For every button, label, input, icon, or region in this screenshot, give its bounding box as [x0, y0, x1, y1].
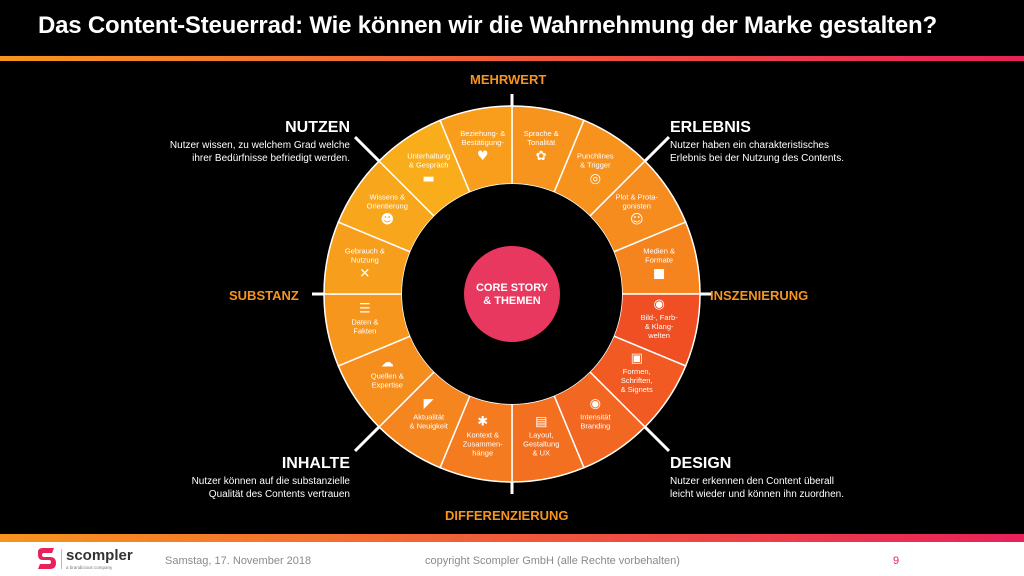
segment-label: Tonalität — [527, 138, 556, 147]
segment-label: Sprache & — [524, 129, 559, 138]
segment-label: Intensität — [580, 413, 611, 422]
corner-heading: ERLEBNIS — [670, 119, 751, 136]
segment-label: Quellen & — [371, 371, 404, 380]
segment-label: gonisten — [623, 202, 651, 211]
segment-label: welten — [647, 331, 670, 340]
corner-text-line: Nutzer haben ein charakteristisches — [670, 140, 829, 151]
cloud-icon: ☁ — [381, 355, 394, 370]
segment-label: Bestätigung- — [462, 138, 505, 147]
segment-label: Medien & — [643, 247, 675, 256]
segment-label: & Signets — [621, 385, 653, 394]
segment-label: Wissens & — [370, 193, 405, 202]
segment-label: Orientierung — [367, 202, 408, 211]
segment-label: Unterhaltung — [407, 151, 450, 160]
footer-date: Samstag, 17. November 2018 — [165, 555, 312, 567]
core-circle[interactable] — [464, 246, 560, 342]
heart-icon: ♥ — [477, 149, 489, 164]
axis-label-bottom: DIFFERENZIERUNG — [445, 508, 569, 523]
corner-text-line: Nutzer wissen, zu welchem Grad welche — [169, 140, 350, 151]
footer — [0, 542, 1024, 576]
masks-icon: ☺ — [630, 213, 644, 228]
corner-heading: INHALTE — [281, 455, 350, 472]
corner-erlebnis: ERLEBNIS Nutzer haben ein charakteristis… — [670, 119, 844, 165]
segment-label: Plot & Prota- — [615, 193, 658, 202]
top-gradient-stripe — [0, 56, 1024, 61]
axis-label-left: SUBSTANZ — [229, 288, 299, 303]
chat-icon: ▬ — [423, 171, 435, 186]
segment-label: Branding — [580, 422, 610, 431]
segment-label: Layout, — [529, 431, 554, 440]
segment-label: Gebrauch & — [345, 247, 385, 256]
core-label-line1: CORE STORY — [476, 282, 549, 294]
gears-icon: ✱ — [477, 415, 488, 430]
corner-text-line: leicht wieder und können ihn zuordnen. — [670, 489, 845, 500]
segment-label: Formen, — [623, 367, 651, 376]
tulip-icon: ✿ — [536, 149, 547, 164]
footer-copyright: copyright Scompler GmbH (alle Rechte vor… — [425, 555, 680, 567]
camera-icon: ■ — [653, 267, 665, 282]
segment-label: Expertise — [372, 380, 403, 389]
segment-label: Beziehung- & — [460, 129, 505, 138]
segment-label: Formate — [645, 256, 673, 265]
corner-nutzen: NUTZEN Nutzer wissen, zu welchem Grad we… — [170, 119, 350, 165]
segment-label: Kontext & — [466, 431, 499, 440]
page-number: 9 — [893, 555, 900, 567]
layout-icon: ▤ — [535, 415, 547, 430]
segment-label: Zusammen- — [463, 440, 504, 449]
logo-subtitle: a brandicious company — [66, 565, 113, 570]
segment-label: Nutzung — [351, 256, 379, 265]
segment-label: & Gespräch — [409, 160, 449, 169]
segment-label: Bild-, Farb- — [641, 313, 679, 322]
bottom-gradient-stripe — [0, 534, 1024, 542]
checklist-icon: ☰ — [359, 301, 371, 316]
corner-text-line: ihrer Bedürfnisse befriedigt werden. — [192, 153, 350, 164]
corner-heading: DESIGN — [670, 455, 732, 472]
corner-text-line: Nutzer können auf die substanzielle — [191, 476, 350, 487]
wheel-segments: Sprache &Tonalität ✿ Punchlines& Trigger ◎ P… — [323, 105, 701, 483]
core-label-line2: & THEMEN — [483, 295, 541, 307]
logo-wordmark: scompler — [66, 547, 133, 564]
wheel-segment[interactable] — [439, 105, 513, 194]
corner-text-line: Nutzer erkennen den Content überall — [670, 476, 834, 487]
page-title: Das Content-Steuerrad: Wie können wir di… — [38, 12, 937, 39]
corner-text-line: Qualität des Contents vertrauen — [208, 489, 350, 500]
segment-label: hänge — [472, 449, 493, 458]
tools-icon: ✕ — [359, 267, 370, 282]
palette-icon: ◉ — [653, 297, 664, 312]
segment-label: & Klang- — [645, 322, 674, 331]
corner-heading: NUTZEN — [285, 119, 350, 136]
corner-text-line: Erlebnis bei der Nutzung des Contents. — [670, 153, 844, 164]
segment-label: Gestaltung — [523, 440, 559, 449]
segment-label: Fakten — [353, 326, 376, 335]
axis-label-right: INSZENIERUNG — [710, 288, 809, 303]
segment-label: Punchlines — [577, 151, 614, 160]
segment-label: Schriften, — [621, 376, 653, 385]
segment-label: Aktualität — [413, 413, 445, 422]
corner-design: DESIGN Nutzer erkennen den Content übera… — [670, 455, 844, 501]
scompler-logo-icon — [38, 548, 62, 569]
axis-label-top: MEHRWERT — [470, 72, 547, 87]
satellite-icon: ◤ — [424, 397, 434, 412]
target-icon: ◎ — [590, 171, 601, 186]
eye-icon: ◉ — [590, 397, 601, 412]
corner-inhalte: INHALTE Nutzer können auf die substanzie… — [192, 455, 350, 501]
title-bar — [0, 0, 1024, 58]
segment-label: Daten & — [351, 317, 378, 326]
segment-label: & Neuigkeit — [409, 422, 448, 431]
shapes-icon: ▣ — [631, 351, 643, 366]
head-icon: ☻ — [380, 213, 394, 228]
segment-label: & UX — [533, 449, 551, 458]
segment-label: & Trigger — [580, 160, 611, 169]
